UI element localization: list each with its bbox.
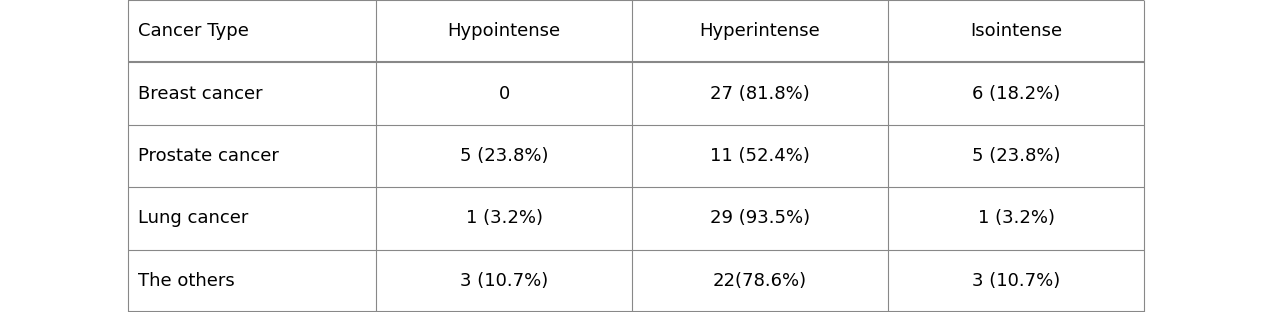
Text: 3 (10.7%): 3 (10.7%) [460, 272, 548, 290]
Text: Hypointense: Hypointense [448, 22, 561, 40]
Text: 27 (81.8%): 27 (81.8%) [710, 85, 810, 103]
Text: 0: 0 [499, 85, 510, 103]
Text: Breast cancer: Breast cancer [139, 85, 263, 103]
Text: 1 (3.2%): 1 (3.2%) [466, 209, 542, 227]
Text: Isointense: Isointense [971, 22, 1062, 40]
Text: Cancer Type: Cancer Type [139, 22, 249, 40]
Text: Prostate cancer: Prostate cancer [139, 147, 280, 165]
Text: 5 (23.8%): 5 (23.8%) [459, 147, 548, 165]
Text: 22(78.6%): 22(78.6%) [712, 272, 806, 290]
Text: 11 (52.4%): 11 (52.4%) [710, 147, 810, 165]
Text: 3 (10.7%): 3 (10.7%) [972, 272, 1060, 290]
Text: 6 (18.2%): 6 (18.2%) [972, 85, 1060, 103]
Text: 1 (3.2%): 1 (3.2%) [977, 209, 1054, 227]
Text: 5 (23.8%): 5 (23.8%) [972, 147, 1061, 165]
Text: Lung cancer: Lung cancer [139, 209, 249, 227]
Text: 29 (93.5%): 29 (93.5%) [710, 209, 810, 227]
Text: The others: The others [139, 272, 235, 290]
Text: Hyperintense: Hyperintense [700, 22, 820, 40]
